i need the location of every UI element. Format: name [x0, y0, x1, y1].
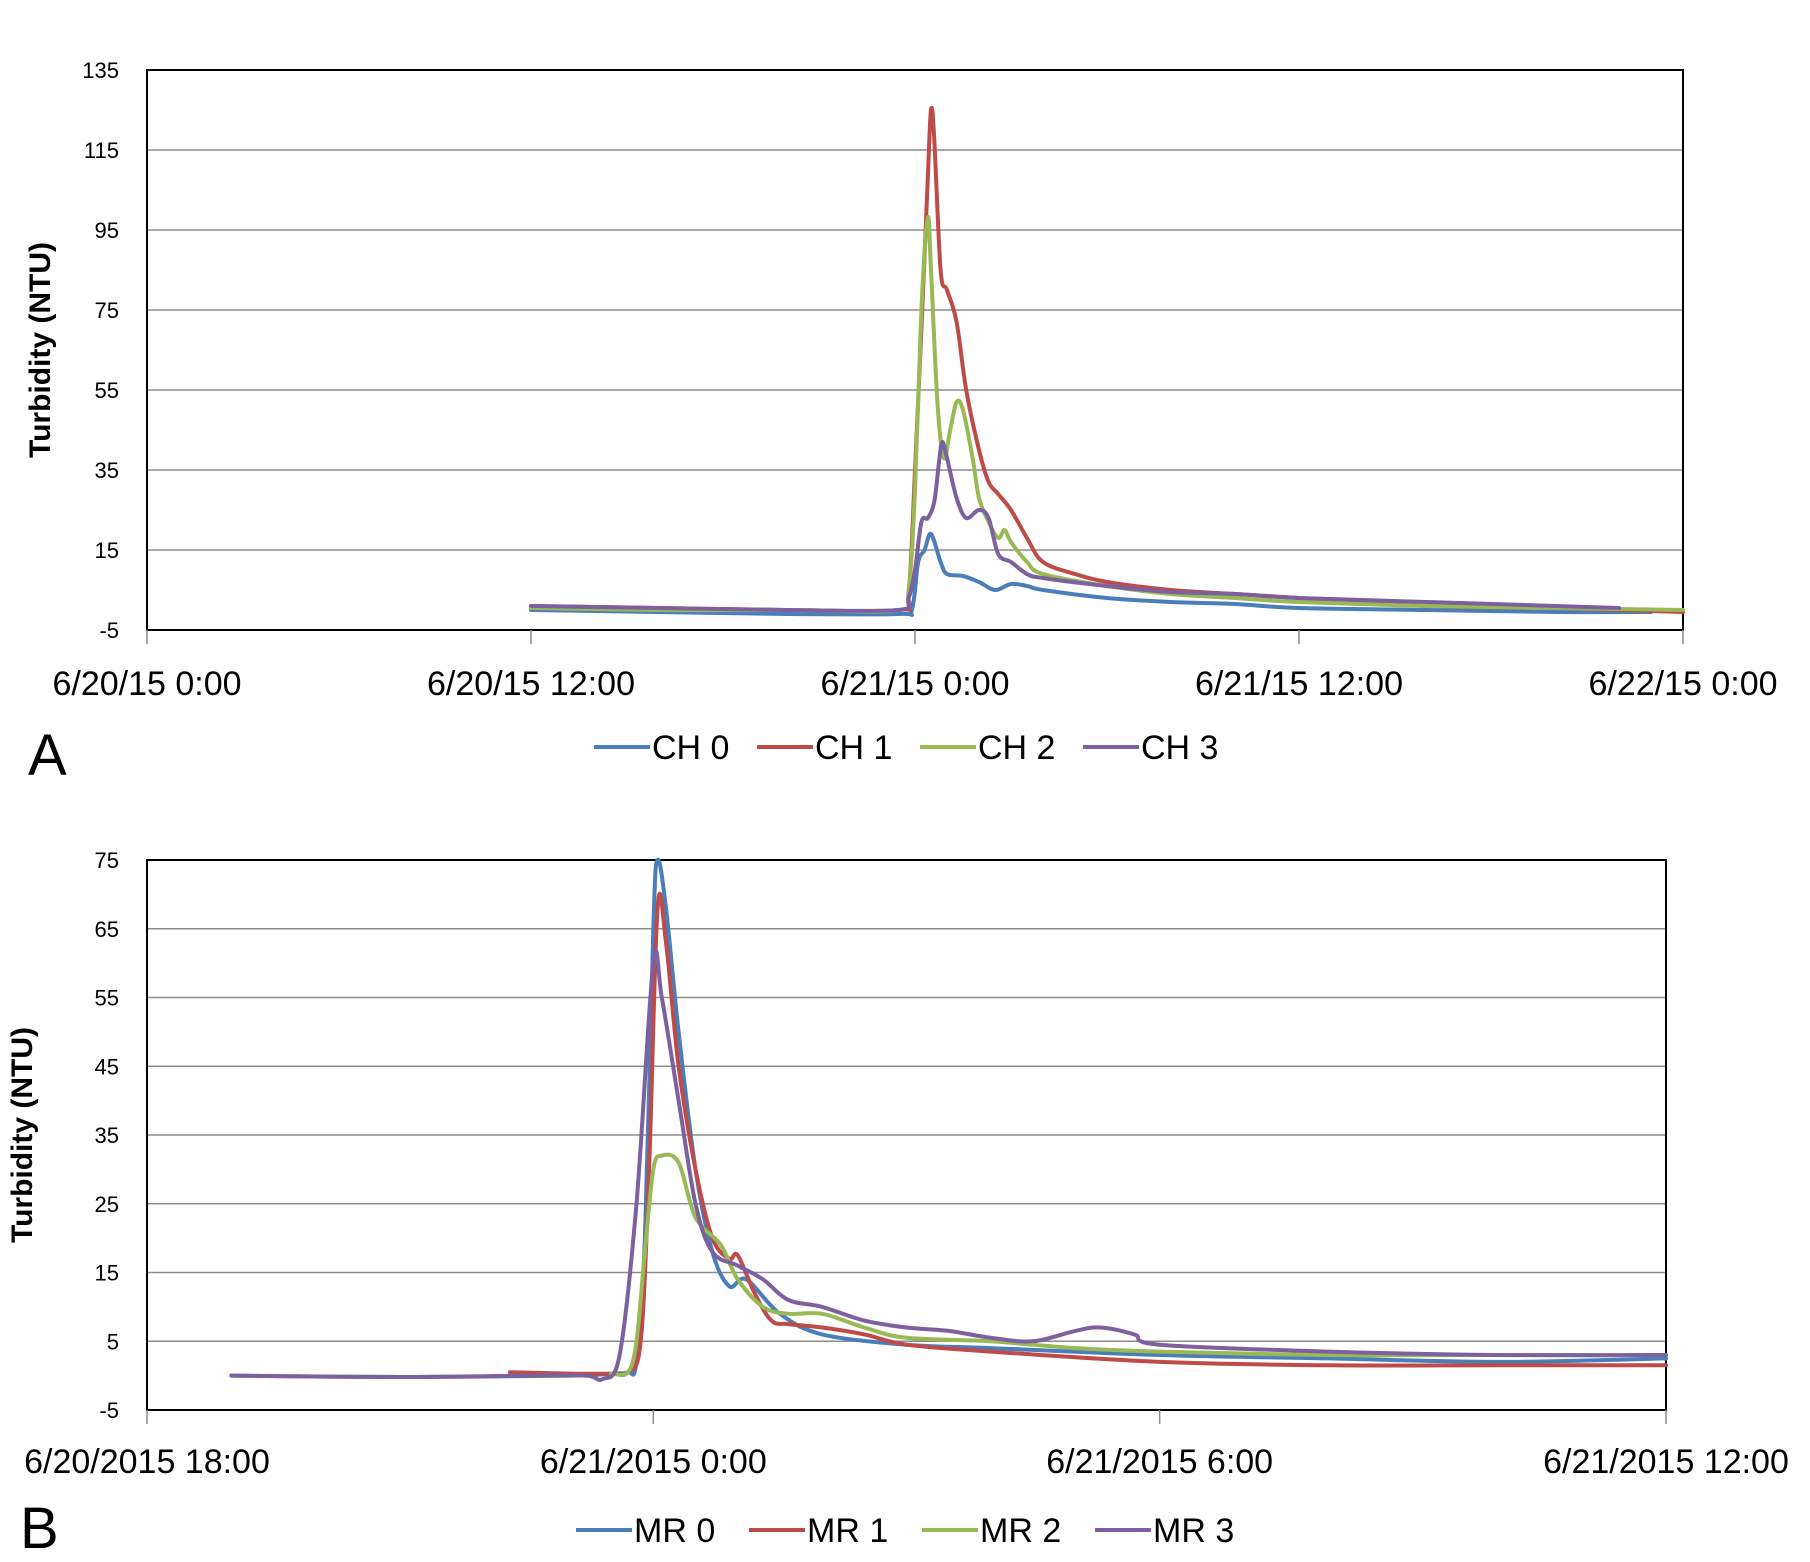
x-tick-label: 6/21/2015 0:00 [540, 1443, 767, 1481]
legend-label-ch-0: CH 0 [652, 729, 729, 767]
legend-label-ch-2: CH 2 [978, 729, 1055, 767]
legend-label-mr-1: MR 1 [807, 1512, 888, 1550]
legend-label-ch-1: CH 1 [815, 729, 892, 767]
series-line-ch-2 [529, 215, 1685, 614]
y-tick-label: 55 [95, 986, 119, 1011]
panel-label: A [28, 723, 67, 788]
y-tick-label: 45 [95, 1054, 119, 1079]
y-tick-label: 5 [107, 1329, 119, 1354]
plot-frame [146, 69, 1684, 631]
x-tick-label: 6/21/15 12:00 [1195, 665, 1403, 703]
series-line-mr-1 [507, 891, 1668, 1377]
series-line-mr-0 [229, 857, 1668, 1379]
series-line-ch-1 [529, 105, 1685, 614]
x-tick-label: 6/21/2015 6:00 [1046, 1443, 1273, 1481]
y-tick-label: 75 [95, 298, 119, 323]
y-tick-label: -5 [99, 1398, 119, 1423]
legend-label-mr-0: MR 0 [634, 1512, 715, 1550]
y-tick-label: 15 [95, 1261, 119, 1286]
x-tick-label: 6/20/15 0:00 [52, 665, 241, 703]
series-line-mr-2 [609, 1152, 1668, 1377]
y-axis-title: Turbidity (NTU) [6, 1027, 39, 1243]
legend-label-mr-2: MR 2 [980, 1512, 1061, 1550]
y-tick-label: 25 [95, 1192, 119, 1217]
y-tick-label: 135 [82, 58, 119, 83]
y-axis-title: Turbidity (NTU) [24, 242, 57, 458]
panel-label: B [20, 1496, 59, 1561]
y-tick-label: 115 [84, 138, 119, 163]
x-tick-label: 6/22/15 0:00 [1588, 665, 1777, 703]
y-tick-label: 75 [95, 848, 119, 873]
x-tick-label: 6/20/15 12:00 [427, 665, 635, 703]
legend-label-ch-3: CH 3 [1141, 729, 1218, 767]
series-line-mr-3 [229, 948, 1668, 1383]
x-tick-label: 6/20/2015 18:00 [24, 1443, 270, 1481]
x-tick-label: 6/21/15 0:00 [820, 665, 1009, 703]
y-tick-label: 65 [95, 917, 119, 942]
legend-label-mr-3: MR 3 [1153, 1512, 1234, 1550]
y-tick-label: 95 [95, 218, 119, 243]
series-line-ch-3 [529, 439, 1621, 613]
y-tick-label: 35 [95, 458, 119, 483]
plot-frame [146, 859, 1667, 1411]
y-tick-label: 15 [95, 538, 119, 563]
y-tick-label: 35 [95, 1123, 119, 1148]
y-tick-label: 55 [95, 378, 119, 403]
series-line-ch-0 [529, 531, 1653, 617]
y-tick-label: -5 [99, 618, 119, 643]
x-tick-label: 6/21/2015 12:00 [1543, 1443, 1789, 1481]
